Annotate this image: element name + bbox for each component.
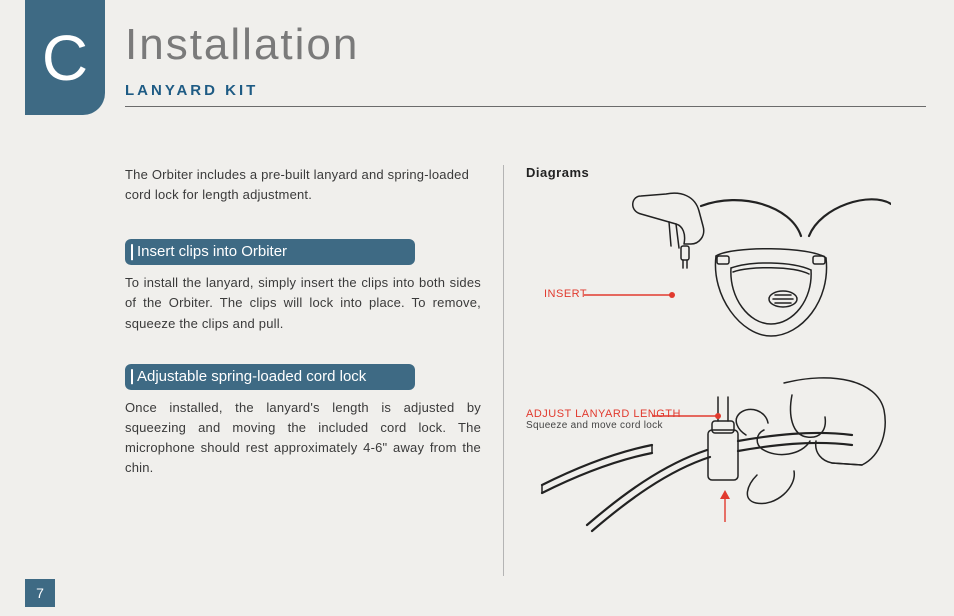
page-number-badge: 7	[25, 579, 55, 607]
content-area: The Orbiter includes a pre-built lanyard…	[125, 165, 926, 576]
section-letter: C	[42, 26, 88, 90]
subtitle-row: LANYARD KIT	[125, 82, 926, 107]
callout-adjust-sub: Squeeze and move cord lock	[526, 420, 681, 431]
diagram-column: Diagrams	[503, 165, 926, 576]
diagrams-label: Diagrams	[526, 165, 926, 180]
callout-insert-label: INSERT	[544, 288, 587, 300]
arrow-insert	[584, 290, 679, 300]
section-tab: C	[25, 0, 105, 115]
diagram-cordlock	[532, 375, 892, 545]
callout-insert: INSERT	[544, 288, 587, 300]
step-1-body: To install the lanyard, simply insert th…	[125, 273, 481, 333]
step-1-heading: Insert clips into Orbiter	[125, 239, 415, 265]
arrow-adjust	[652, 412, 724, 420]
subtitle: LANYARD KIT	[125, 82, 258, 99]
diagram-insert	[621, 186, 891, 356]
page-number: 7	[36, 585, 44, 601]
step-2-body: Once installed, the lanyard's length is …	[125, 398, 481, 479]
page-title: Installation	[125, 20, 359, 70]
text-column: The Orbiter includes a pre-built lanyard…	[125, 165, 503, 576]
step-2-heading: Adjustable spring-loaded cord lock	[125, 364, 415, 390]
intro-text: The Orbiter includes a pre-built lanyard…	[125, 165, 481, 205]
arrow-up	[718, 490, 732, 524]
diagram-area: INSERT	[526, 180, 926, 540]
